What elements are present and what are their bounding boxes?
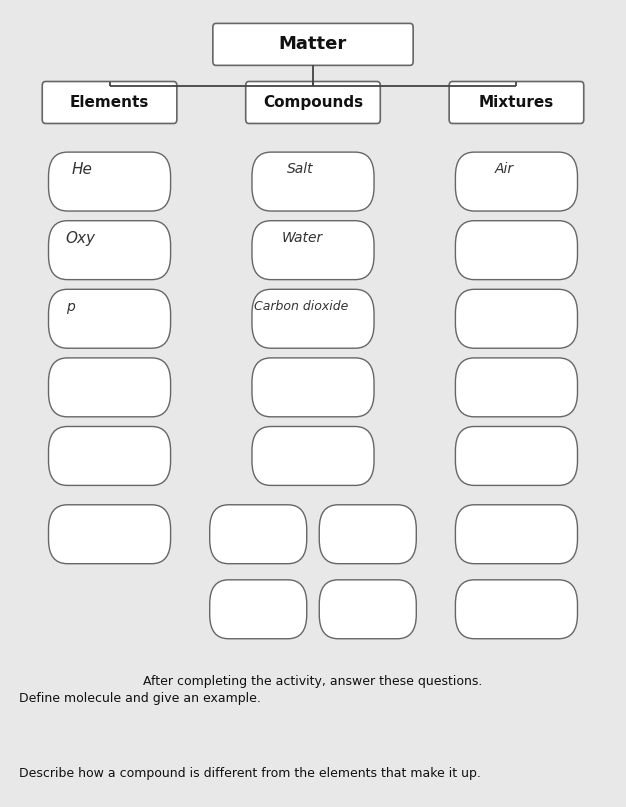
Text: Salt: Salt: [287, 162, 314, 177]
FancyBboxPatch shape: [48, 152, 170, 211]
FancyBboxPatch shape: [449, 82, 583, 123]
Text: p: p: [66, 299, 74, 314]
FancyBboxPatch shape: [455, 426, 577, 485]
Text: Mixtures: Mixtures: [479, 95, 554, 110]
Text: Matter: Matter: [279, 36, 347, 53]
Text: Define molecule and give an example.: Define molecule and give an example.: [19, 692, 260, 705]
FancyBboxPatch shape: [455, 221, 577, 280]
FancyBboxPatch shape: [455, 152, 577, 211]
Text: Carbon dioxide: Carbon dioxide: [254, 300, 348, 313]
FancyBboxPatch shape: [252, 221, 374, 280]
Text: Oxy: Oxy: [66, 231, 96, 245]
FancyBboxPatch shape: [48, 426, 170, 485]
Text: After completing the activity, answer these questions.: After completing the activity, answer th…: [143, 675, 483, 688]
FancyBboxPatch shape: [48, 221, 170, 280]
FancyBboxPatch shape: [252, 290, 374, 349]
FancyBboxPatch shape: [319, 505, 416, 563]
FancyBboxPatch shape: [455, 579, 577, 639]
FancyBboxPatch shape: [42, 82, 177, 123]
FancyBboxPatch shape: [319, 579, 416, 639]
FancyBboxPatch shape: [252, 152, 374, 211]
FancyBboxPatch shape: [213, 23, 413, 65]
FancyBboxPatch shape: [252, 426, 374, 485]
Text: Compounds: Compounds: [263, 95, 363, 110]
FancyBboxPatch shape: [245, 82, 381, 123]
FancyBboxPatch shape: [48, 290, 170, 349]
Text: Describe how a compound is different from the elements that make it up.: Describe how a compound is different fro…: [19, 767, 481, 780]
FancyBboxPatch shape: [455, 358, 577, 416]
FancyBboxPatch shape: [210, 579, 307, 639]
FancyBboxPatch shape: [455, 505, 577, 563]
FancyBboxPatch shape: [455, 290, 577, 349]
FancyBboxPatch shape: [48, 505, 170, 563]
FancyBboxPatch shape: [48, 358, 170, 416]
Text: Air: Air: [495, 162, 514, 177]
Text: Elements: Elements: [70, 95, 149, 110]
FancyBboxPatch shape: [252, 358, 374, 416]
Text: Water: Water: [282, 231, 323, 245]
Text: He: He: [72, 162, 93, 177]
FancyBboxPatch shape: [210, 505, 307, 563]
